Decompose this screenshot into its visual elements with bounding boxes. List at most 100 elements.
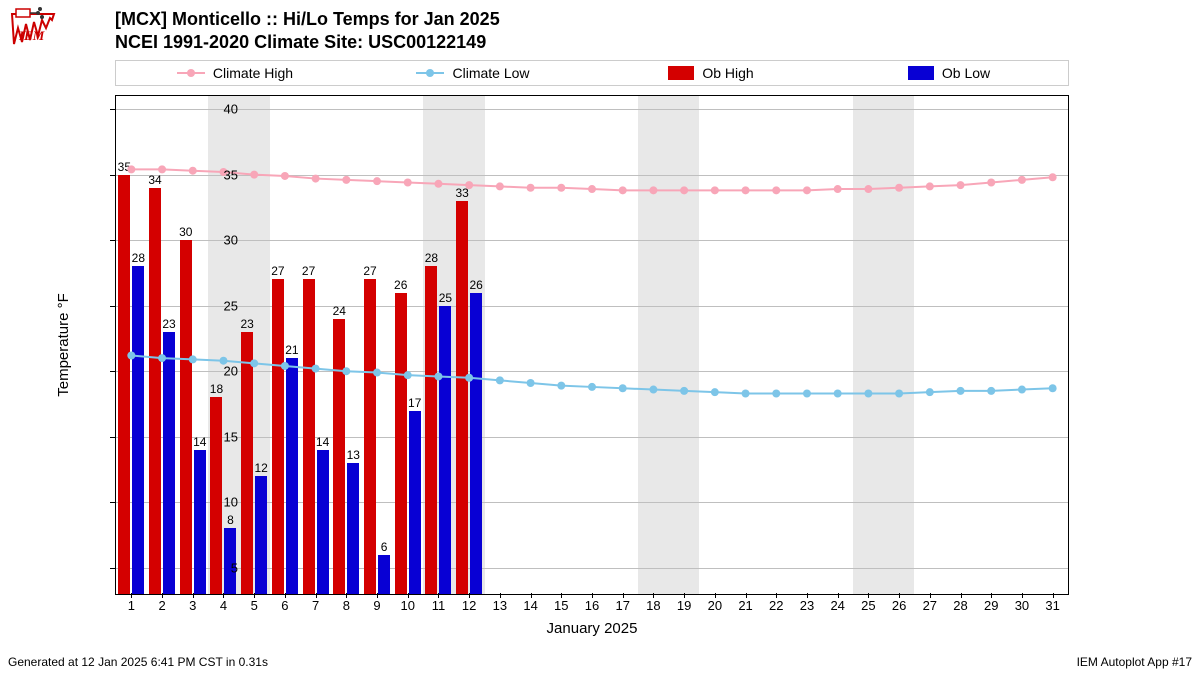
x-tick-label: 6	[273, 598, 297, 613]
x-tick-mark	[346, 593, 347, 598]
y-axis-label: Temperature °F	[55, 293, 72, 397]
y-tick-label: 30	[208, 233, 238, 248]
x-tick-mark	[899, 593, 900, 598]
x-tick-mark	[838, 593, 839, 598]
legend-climate-high-swatch	[177, 72, 205, 74]
y-tick-label: 10	[208, 495, 238, 510]
x-tick-mark	[592, 593, 593, 598]
x-tick-mark	[162, 593, 163, 598]
x-tick-label: 14	[519, 598, 543, 613]
x-tick-label: 21	[734, 598, 758, 613]
x-tick-mark	[285, 593, 286, 598]
x-tick-mark	[623, 593, 624, 598]
x-tick-label: 29	[979, 598, 1003, 613]
x-tick-label: 2	[150, 598, 174, 613]
x-tick-label: 22	[764, 598, 788, 613]
x-tick-mark	[377, 593, 378, 598]
y-tick-mark	[110, 306, 115, 307]
x-tick-label: 1	[119, 598, 143, 613]
x-tick-label: 9	[365, 598, 389, 613]
x-tick-label: 24	[826, 598, 850, 613]
x-tick-mark	[930, 593, 931, 598]
x-tick-label: 7	[304, 598, 328, 613]
legend-ob-low: Ob Low	[830, 65, 1068, 81]
x-tick-mark	[961, 593, 962, 598]
x-tick-mark	[807, 593, 808, 598]
x-tick-mark	[715, 593, 716, 598]
x-tick-label: 5	[242, 598, 266, 613]
x-tick-label: 28	[949, 598, 973, 613]
x-tick-label: 17	[611, 598, 635, 613]
legend-climate-low-label: Climate Low	[452, 65, 529, 81]
x-tick-label: 4	[211, 598, 235, 613]
footer-generated: Generated at 12 Jan 2025 6:41 PM CST in …	[8, 655, 268, 669]
legend-ob-high-label: Ob High	[702, 65, 753, 81]
x-tick-mark	[1053, 593, 1054, 598]
y-tick-mark	[110, 109, 115, 110]
footer-app: IEM Autoplot App #17	[1077, 655, 1192, 669]
x-tick-mark	[746, 593, 747, 598]
legend-ob-high-swatch	[668, 66, 694, 80]
legend-climate-high-label: Climate High	[213, 65, 293, 81]
x-tick-label: 15	[549, 598, 573, 613]
x-axis-label: January 2025	[115, 620, 1069, 637]
x-tick-mark	[131, 593, 132, 598]
legend-climate-low-swatch	[416, 72, 444, 74]
svg-text:IEM: IEM	[18, 28, 45, 43]
x-tick-label: 23	[795, 598, 819, 613]
y-tick-mark	[110, 437, 115, 438]
y-tick-mark	[110, 502, 115, 503]
chart-page: IEM [MCX] Monticello :: Hi/Lo Temps for …	[0, 0, 1200, 675]
x-tick-mark	[776, 593, 777, 598]
x-tick-mark	[316, 593, 317, 598]
y-tick-mark	[110, 175, 115, 176]
x-tick-mark	[193, 593, 194, 598]
title-line-1: [MCX] Monticello :: Hi/Lo Temps for Jan …	[115, 8, 500, 31]
x-tick-mark	[1022, 593, 1023, 598]
x-tick-mark	[254, 593, 255, 598]
y-tick-mark	[110, 568, 115, 569]
x-tick-mark	[469, 593, 470, 598]
y-tick-label: 20	[208, 364, 238, 379]
legend-ob-low-label: Ob Low	[942, 65, 990, 81]
x-tick-label: 20	[703, 598, 727, 613]
y-tick-label: 25	[208, 298, 238, 313]
legend-climate-low: Climate Low	[354, 65, 592, 81]
x-tick-mark	[561, 593, 562, 598]
y-tick-label: 35	[208, 167, 238, 182]
x-tick-label: 3	[181, 598, 205, 613]
legend-ob-high: Ob High	[592, 65, 830, 81]
x-tick-mark	[408, 593, 409, 598]
x-tick-label: 30	[1010, 598, 1034, 613]
x-tick-label: 18	[641, 598, 665, 613]
legend-climate-high: Climate High	[116, 65, 354, 81]
x-tick-mark	[653, 593, 654, 598]
climate-low-line	[116, 96, 1068, 594]
x-tick-label: 26	[887, 598, 911, 613]
x-tick-label: 11	[426, 598, 450, 613]
title-line-2: NCEI 1991-2020 Climate Site: USC00122149	[115, 31, 500, 54]
x-tick-label: 16	[580, 598, 604, 613]
x-tick-mark	[531, 593, 532, 598]
x-tick-label: 8	[334, 598, 358, 613]
x-tick-mark	[684, 593, 685, 598]
x-tick-mark	[500, 593, 501, 598]
x-tick-label: 27	[918, 598, 942, 613]
plot-area: 3534301823272724272628332823148122114136…	[115, 95, 1069, 595]
x-tick-label: 25	[856, 598, 880, 613]
iem-logo: IEM	[8, 6, 58, 50]
x-tick-label: 19	[672, 598, 696, 613]
x-tick-label: 13	[488, 598, 512, 613]
chart-title: [MCX] Monticello :: Hi/Lo Temps for Jan …	[115, 8, 500, 53]
legend-ob-low-swatch	[908, 66, 934, 80]
y-tick-label: 40	[208, 102, 238, 117]
legend: Climate High Climate Low Ob High Ob Low	[115, 60, 1069, 86]
y-tick-mark	[110, 240, 115, 241]
x-tick-mark	[438, 593, 439, 598]
x-tick-mark	[868, 593, 869, 598]
x-tick-mark	[991, 593, 992, 598]
y-tick-label: 15	[208, 429, 238, 444]
y-tick-mark	[110, 371, 115, 372]
x-tick-label: 10	[396, 598, 420, 613]
plot-inner: 3534301823272724272628332823148122114136…	[116, 96, 1068, 594]
